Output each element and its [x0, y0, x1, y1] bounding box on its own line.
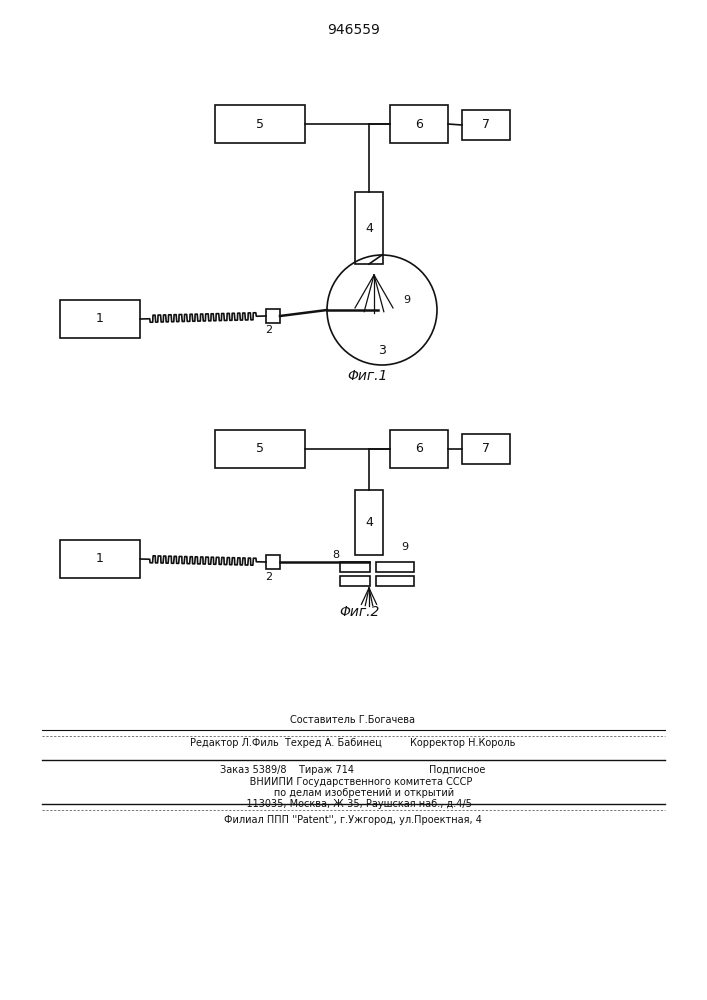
Text: 4: 4 [365, 516, 373, 529]
Text: 6: 6 [415, 442, 423, 456]
Bar [376, 562, 414, 572]
Text: Редактор Л.Филь  Техред А. Бабинец         Корректор Н.Король: Редактор Л.Филь Техред А. Бабинец Коррек… [190, 738, 515, 748]
Bar [355, 490, 383, 555]
Text: Φиг.1: Φиг.1 [347, 369, 387, 383]
Text: 946559: 946559 [327, 23, 380, 37]
Text: по делам изобретений и открытий: по делам изобретений и открытий [252, 788, 454, 798]
Bar [376, 576, 414, 586]
Text: Φиг.2: Φиг.2 [340, 605, 380, 619]
Text: 2: 2 [265, 325, 273, 335]
Bar [462, 434, 510, 464]
Text: 9: 9 [404, 295, 411, 305]
Text: ВНИИПИ Государственного комитета СССР: ВНИИПИ Государственного комитета СССР [234, 777, 472, 787]
Bar [60, 540, 140, 578]
Bar [340, 576, 370, 586]
Text: 9: 9 [402, 542, 409, 552]
Text: 7: 7 [482, 442, 490, 456]
Text: 4: 4 [365, 222, 373, 234]
Bar [215, 430, 305, 468]
Text: 5: 5 [256, 117, 264, 130]
Text: 1: 1 [96, 312, 104, 326]
Bar [266, 555, 280, 569]
Bar [390, 430, 448, 468]
Text: 3: 3 [378, 344, 386, 358]
Bar [60, 300, 140, 338]
Text: Заказ 5389/8    Тираж 714                        Подписное: Заказ 5389/8 Тираж 714 Подписное [221, 765, 486, 775]
Bar [462, 110, 510, 140]
Text: 113035, Москва, Ж-35, Раушская наб., д.4/5: 113035, Москва, Ж-35, Раушская наб., д.4… [234, 799, 472, 809]
Text: Составитель Г.Богачева: Составитель Г.Богачева [291, 715, 416, 725]
Text: 7: 7 [482, 118, 490, 131]
Text: 5: 5 [256, 442, 264, 456]
Bar [355, 192, 383, 264]
Bar [266, 309, 280, 323]
Text: Филиал ППП ''Patent'', г.Ужгород, ул.Проектная, 4: Филиал ППП ''Patent'', г.Ужгород, ул.Про… [224, 815, 482, 825]
Bar [215, 105, 305, 143]
Bar [340, 562, 370, 572]
Text: 2: 2 [265, 572, 273, 582]
Bar [390, 105, 448, 143]
Text: 8: 8 [332, 550, 339, 560]
Text: 6: 6 [415, 117, 423, 130]
Text: 1: 1 [96, 552, 104, 566]
